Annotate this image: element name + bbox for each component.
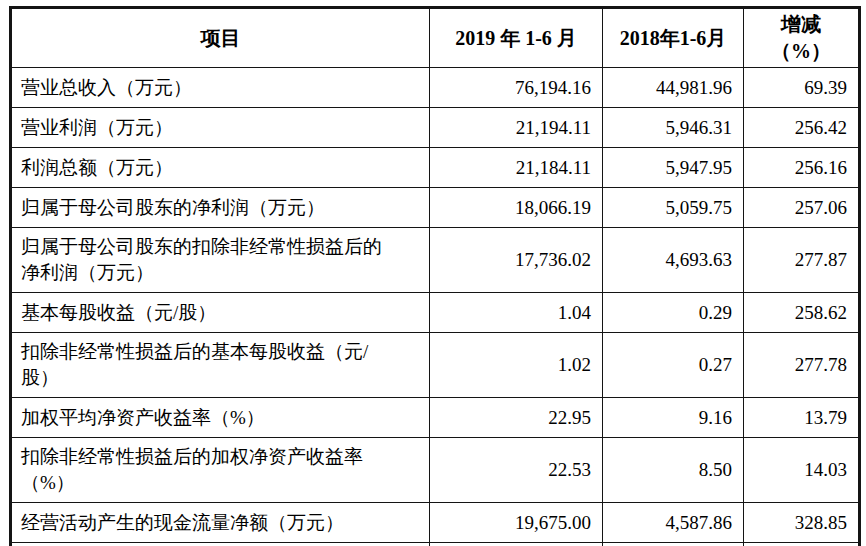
table-row: 归属于母公司股东的扣除非经常性损益后的净利润（万元）17,736.024,693… (11, 228, 860, 293)
row-item-label: 经营活动产生的现金流量净额（万元） (11, 503, 430, 543)
row-item-label: 扣除非经常性损益后的基本每股收益（元/股） (11, 333, 430, 398)
row-value-2018: 8.50 (603, 438, 744, 503)
row-value-2018: 0.29 (603, 293, 744, 333)
row-value-2019: 1.02 (430, 333, 603, 398)
row-change-percent: 256.42 (744, 108, 860, 148)
row-item-label: 每股经营活动产生的现金流量净额（元） (11, 543, 430, 546)
table-row: 归属于母公司股东的净利润（万元）18,066.195,059.75257.06 (11, 188, 860, 228)
row-change-percent: 277.87 (744, 228, 860, 293)
row-item-label: 归属于母公司股东的净利润（万元） (11, 188, 430, 228)
table-row: 利润总额（万元）21,184.115,947.95256.16 (11, 148, 860, 188)
row-item-label: 归属于母公司股东的扣除非经常性损益后的净利润（万元） (11, 228, 430, 293)
row-item-label: 基本每股收益（元/股） (11, 293, 430, 333)
row-value-2019: 17,736.02 (430, 228, 603, 293)
row-value-2019: 21,194.11 (430, 108, 603, 148)
row-value-2018: 0.27 (603, 333, 744, 398)
row-change-percent: 256.16 (744, 148, 860, 188)
row-change-percent: 328.85 (744, 503, 860, 543)
row-change-percent: 277.78 (744, 333, 860, 398)
row-value-2018: 5,946.31 (603, 108, 744, 148)
row-value-2019: 76,194.16 (430, 68, 603, 108)
row-value-2019: 19,675.00 (430, 503, 603, 543)
row-value-2019: 22.53 (430, 438, 603, 503)
row-item-label: 营业利润（万元） (11, 108, 430, 148)
header-change-percent: 增减（%） (744, 8, 860, 68)
table-header-row: 项目 2019 年 1-6 月 2018年1-6月 增减（%） (11, 8, 860, 68)
document-page: 项目 2019 年 1-6 月 2018年1-6月 增减（%） 营业总收入（万元… (0, 0, 866, 546)
row-item-label: 营业总收入（万元） (11, 68, 430, 108)
row-change-percent: 257.06 (744, 188, 860, 228)
row-value-2019: 1.14 (430, 543, 603, 546)
header-item: 项目 (11, 8, 430, 68)
table-row: 扣除非经常性损益后的加权净资产收益率（%）22.538.5014.03 (11, 438, 860, 503)
row-change-percent: 258.62 (744, 293, 860, 333)
table-row: 营业利润（万元）21,194.115,946.31256.42 (11, 108, 860, 148)
table-row: 营业总收入（万元）76,194.1644,981.9669.39 (11, 68, 860, 108)
row-item-label: 加权平均净资产收益率（%） (11, 398, 430, 438)
row-value-2018: 5,947.95 (603, 148, 744, 188)
row-value-2018: 9.16 (603, 398, 744, 438)
row-change-percent: 322.22 (744, 543, 860, 546)
row-item-label: 扣除非经常性损益后的加权净资产收益率（%） (11, 438, 430, 503)
table-row: 扣除非经常性损益后的基本每股收益（元/股）1.020.27277.78 (11, 333, 860, 398)
row-value-2018: 44,981.96 (603, 68, 744, 108)
table-row: 经营活动产生的现金流量净额（万元）19,675.004,587.86328.85 (11, 503, 860, 543)
row-value-2018: 4,587.86 (603, 503, 744, 543)
row-value-2019: 22.95 (430, 398, 603, 438)
row-change-percent: 13.79 (744, 398, 860, 438)
table-row: 加权平均净资产收益率（%）22.959.1613.79 (11, 398, 860, 438)
header-period-2018: 2018年1-6月 (603, 8, 744, 68)
row-value-2019: 1.04 (430, 293, 603, 333)
row-change-percent: 69.39 (744, 68, 860, 108)
row-item-label: 利润总额（万元） (11, 148, 430, 188)
financial-summary-table: 项目 2019 年 1-6 月 2018年1-6月 增减（%） 营业总收入（万元… (9, 6, 861, 546)
header-period-2019: 2019 年 1-6 月 (430, 8, 603, 68)
table-body: 营业总收入（万元）76,194.1644,981.9669.39营业利润（万元）… (11, 68, 860, 546)
table-row: 每股经营活动产生的现金流量净额（元）1.140.27322.22 (11, 543, 860, 546)
row-change-percent: 14.03 (744, 438, 860, 503)
row-value-2018: 0.27 (603, 543, 744, 546)
table-row: 基本每股收益（元/股）1.040.29258.62 (11, 293, 860, 333)
row-value-2019: 21,184.11 (430, 148, 603, 188)
row-value-2019: 18,066.19 (430, 188, 603, 228)
row-value-2018: 5,059.75 (603, 188, 744, 228)
row-value-2018: 4,693.63 (603, 228, 744, 293)
